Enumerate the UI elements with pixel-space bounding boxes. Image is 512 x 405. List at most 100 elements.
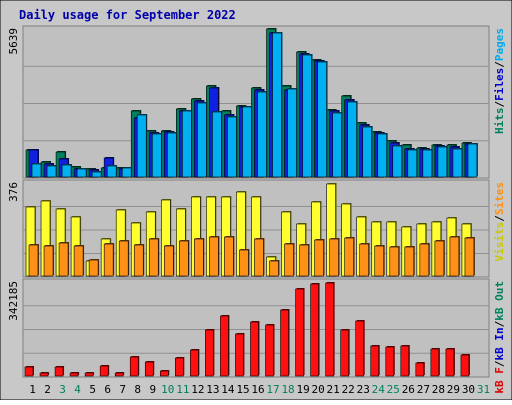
bar bbox=[434, 240, 445, 277]
bar bbox=[39, 372, 49, 377]
bar bbox=[227, 116, 237, 178]
bar bbox=[362, 126, 373, 178]
legend-entry: / bbox=[493, 101, 506, 108]
bar bbox=[404, 246, 415, 277]
bar bbox=[415, 362, 425, 377]
panel-max-label: 376 bbox=[7, 182, 20, 202]
bar bbox=[257, 91, 267, 178]
bar bbox=[250, 321, 259, 377]
bar bbox=[302, 54, 312, 178]
bar bbox=[389, 246, 400, 277]
bar bbox=[254, 238, 264, 277]
bar bbox=[329, 238, 339, 277]
x-tick-label: 11 bbox=[176, 383, 189, 396]
bar bbox=[159, 370, 169, 377]
x-tick-label: 9 bbox=[149, 383, 156, 396]
x-tick-label: 4 bbox=[74, 383, 81, 396]
bar bbox=[265, 324, 274, 377]
bar bbox=[220, 315, 229, 377]
bar bbox=[284, 243, 294, 277]
bar bbox=[452, 148, 463, 178]
bar bbox=[136, 114, 147, 178]
x-tick-label: 29 bbox=[447, 383, 460, 396]
bar bbox=[148, 238, 159, 277]
bar bbox=[359, 243, 370, 277]
legend-entry: / bbox=[493, 360, 506, 367]
x-tick-label: 10 bbox=[161, 383, 174, 396]
bar bbox=[182, 110, 192, 178]
bar bbox=[419, 243, 430, 277]
series-sites bbox=[28, 236, 475, 277]
bar bbox=[175, 357, 184, 377]
x-tick-label: 2 bbox=[44, 383, 51, 396]
bar bbox=[295, 288, 304, 377]
bar bbox=[84, 372, 94, 377]
bar bbox=[422, 149, 433, 178]
bar bbox=[355, 320, 365, 377]
legend-entry: Hits bbox=[493, 108, 506, 135]
x-tick-label: 13 bbox=[206, 383, 219, 396]
bar bbox=[340, 329, 349, 377]
x-tick-label: 17 bbox=[266, 383, 279, 396]
bar bbox=[43, 245, 54, 277]
bar bbox=[121, 167, 132, 178]
bar bbox=[407, 149, 418, 178]
bar bbox=[190, 349, 199, 377]
bar bbox=[179, 240, 189, 277]
x-tick-label: 26 bbox=[402, 383, 415, 396]
x-tick-label: 23 bbox=[357, 383, 370, 396]
bar bbox=[144, 361, 154, 377]
bar bbox=[205, 329, 214, 377]
panel-max-label: 5639 bbox=[7, 28, 20, 55]
bar bbox=[460, 354, 470, 377]
bar bbox=[464, 237, 475, 277]
x-tick-label: 8 bbox=[134, 383, 141, 396]
x-tick-label: 1 bbox=[29, 383, 36, 396]
legend-entry: / bbox=[493, 215, 506, 222]
bar bbox=[332, 112, 342, 178]
panel-max-label: 342185 bbox=[7, 281, 20, 321]
x-tick-label: 3 bbox=[59, 383, 66, 396]
x-tick-label: 31 bbox=[477, 383, 490, 396]
series-kb-f bbox=[24, 282, 470, 377]
bar bbox=[91, 171, 102, 178]
x-tick-label: 18 bbox=[281, 383, 294, 396]
x-tick-label: 28 bbox=[432, 383, 445, 396]
legend-entry: Visits bbox=[493, 222, 506, 262]
bar bbox=[118, 240, 129, 277]
legend-entry: Sites bbox=[493, 182, 506, 215]
bar bbox=[310, 283, 319, 377]
bar bbox=[133, 244, 144, 277]
x-tick-label: 25 bbox=[387, 383, 400, 396]
bar bbox=[287, 88, 297, 178]
x-tick-label: 20 bbox=[312, 383, 325, 396]
bar bbox=[129, 356, 139, 377]
legend-entry: kB In bbox=[493, 327, 506, 360]
x-axis-labels: 1 2 3 4 5 6 7 8 9 10 11 12 13 14 15 16 17 18 19 20 21 22 23 24 2… bbox=[29, 383, 490, 396]
bar bbox=[212, 111, 222, 178]
bar bbox=[347, 101, 357, 178]
x-tick-label: 30 bbox=[462, 383, 475, 396]
x-tick-label: 27 bbox=[417, 383, 430, 396]
bar bbox=[235, 333, 244, 377]
x-tick-label: 14 bbox=[221, 383, 235, 396]
bar bbox=[69, 372, 79, 377]
bar bbox=[242, 106, 252, 178]
x-tick-label: 16 bbox=[251, 383, 264, 396]
bar bbox=[46, 165, 57, 178]
bar bbox=[151, 133, 162, 178]
bar bbox=[99, 365, 109, 377]
x-tick-label: 22 bbox=[342, 383, 355, 396]
bar bbox=[114, 372, 124, 377]
bar bbox=[106, 165, 117, 178]
bar bbox=[103, 243, 114, 277]
legend-entry: / bbox=[493, 320, 506, 327]
bar bbox=[317, 61, 327, 178]
panel-middle: 376 Visits/Sites bbox=[7, 179, 506, 278]
bar bbox=[344, 237, 354, 277]
bar bbox=[370, 345, 380, 377]
bar bbox=[269, 260, 279, 277]
